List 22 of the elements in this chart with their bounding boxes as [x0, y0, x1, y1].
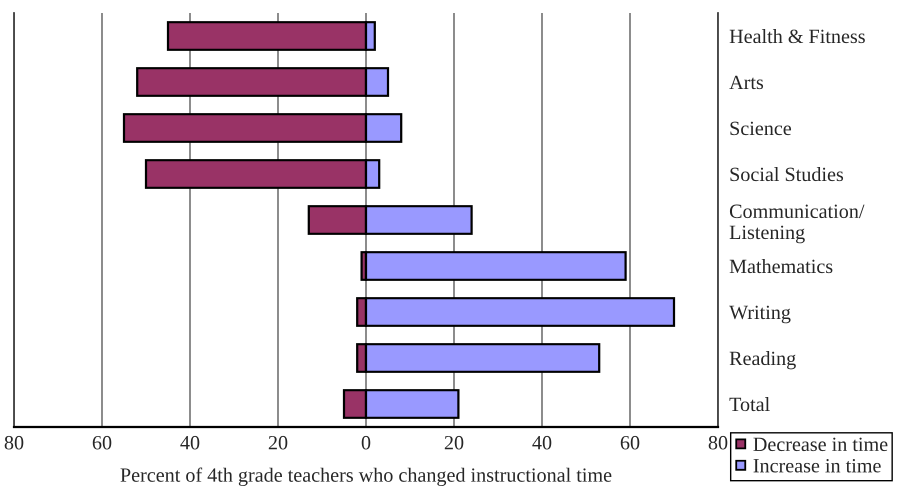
x-tick-label: 80	[708, 436, 728, 450]
legend-label: Decrease in time	[753, 438, 888, 452]
y-tick-label: Social Studies	[730, 167, 844, 182]
x-tick-label: 0	[362, 436, 370, 450]
legend-label: Increase in time	[754, 458, 881, 473]
x-axis-title: Percent of 4th grade teachers who changed instructional time	[120, 467, 612, 486]
x-tick-label: 20	[444, 436, 464, 450]
x-tick-label: 20	[268, 436, 288, 450]
x-tick-label: 40	[532, 436, 552, 450]
y-tick-label: Reading	[730, 351, 796, 370]
bar	[364, 251, 627, 281]
y-tick-label: Mathematics	[730, 259, 832, 274]
x-tick-label: 40	[180, 436, 200, 450]
y-tick-label: Science	[730, 122, 792, 136]
x-tick-label: 80	[4, 436, 24, 450]
x-tick-label: 60	[620, 436, 640, 450]
y-tick-label: Arts	[729, 76, 764, 90]
x-tick-label: 60	[92, 436, 112, 450]
y-tick-label: Total	[729, 397, 770, 412]
y-tick-label: Communication/ Listening	[730, 204, 864, 244]
y-tick-label: Health & Fitness	[730, 29, 865, 44]
y-tick-label: Writing	[729, 306, 791, 324]
